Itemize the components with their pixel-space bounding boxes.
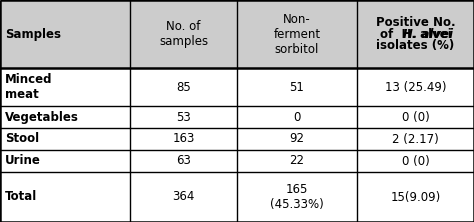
- Text: 15(9.09): 15(9.09): [391, 190, 441, 204]
- Text: Urine: Urine: [5, 155, 41, 168]
- Text: 63: 63: [176, 155, 191, 168]
- Text: Total: Total: [5, 190, 37, 204]
- Text: isolates (%): isolates (%): [376, 39, 455, 52]
- Text: 0: 0: [293, 111, 301, 123]
- Text: Non-
ferment
sorbitol: Non- ferment sorbitol: [273, 12, 320, 56]
- Text: 364: 364: [173, 190, 195, 204]
- Text: 53: 53: [176, 111, 191, 123]
- Text: Minced
meat: Minced meat: [5, 73, 53, 101]
- Text: 22: 22: [290, 155, 304, 168]
- Text: Stool: Stool: [5, 133, 39, 145]
- Text: Vegetables: Vegetables: [5, 111, 79, 123]
- Bar: [0, 0, 474, 68]
- Text: No. of
samples: No. of samples: [159, 20, 208, 48]
- Text: 0 (0): 0 (0): [401, 155, 429, 168]
- Text: 13 (25.49): 13 (25.49): [385, 81, 446, 93]
- Text: Samples: Samples: [5, 28, 61, 40]
- Text: 85: 85: [176, 81, 191, 93]
- Text: 51: 51: [290, 81, 304, 93]
- Text: 165
(45.33%): 165 (45.33%): [270, 183, 324, 211]
- Text: 0 (0): 0 (0): [401, 111, 429, 123]
- Text: 2 (2.17): 2 (2.17): [392, 133, 439, 145]
- Text: of  H. alvei: of H. alvei: [380, 28, 451, 40]
- Text: 92: 92: [290, 133, 304, 145]
- Text: 163: 163: [173, 133, 195, 145]
- Text: H. alvei: H. alvei: [402, 28, 453, 40]
- Text: Positive No.: Positive No.: [376, 16, 456, 29]
